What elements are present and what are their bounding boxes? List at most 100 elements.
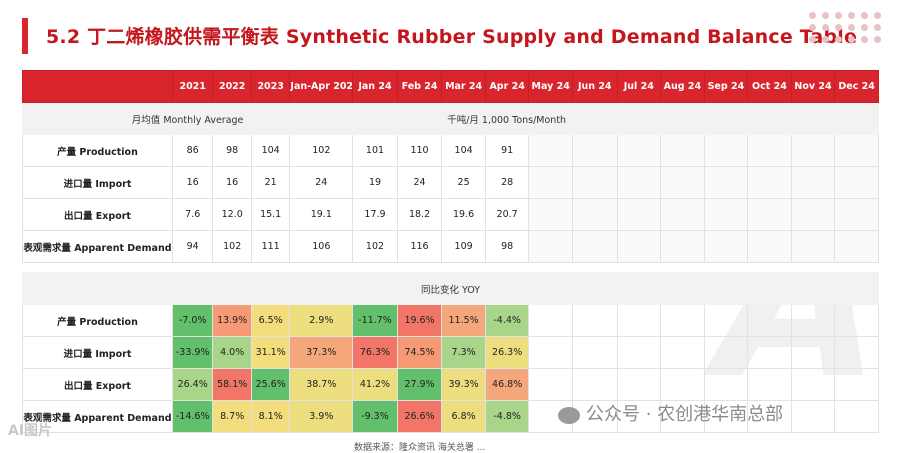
heatmap-cell: 4.0%	[212, 336, 252, 369]
section-header-yoy: 同比变化 YOY	[22, 272, 879, 305]
table-row: 出口量 Export 26.4% 58.1% 25.6% 38.7% 41.2%…	[22, 368, 879, 401]
row-label: 进口量 Import	[22, 166, 173, 199]
accent-bar	[22, 18, 28, 54]
col-header: Feb 24	[396, 70, 443, 103]
col-header: 2023	[250, 70, 291, 103]
col-header: Jul 24	[616, 70, 662, 103]
heatmap-cell: -11.7%	[352, 304, 398, 337]
header-row: 2021 2022 2023 Jan-Apr 2024 Jan 24 Feb 2…	[22, 70, 879, 103]
table-cell: 18.2	[396, 198, 443, 231]
wechat-label: 公众号 · 农创港华南总部	[586, 404, 784, 425]
table-cell: 24	[396, 166, 443, 199]
monthly-average-label: 月均值 Monthly Average	[21, 102, 354, 135]
row-label: 表观需求量 Apparent Demand	[22, 400, 173, 433]
table-cell: 104	[441, 134, 486, 167]
table-cell: 12.0	[212, 198, 252, 231]
col-header: 2022	[212, 70, 252, 103]
col-header: Mar 24	[441, 70, 486, 103]
table-cell: 28	[484, 166, 530, 199]
heatmap-cell: 13.9%	[212, 304, 252, 337]
row-label: 表观需求量 Apparent Demand	[22, 230, 173, 263]
heatmap-cell: -4.8%	[484, 400, 530, 433]
table-cell: 104	[250, 134, 291, 167]
table-cell: 110	[396, 134, 443, 167]
heatmap-cell: 27.9%	[396, 368, 443, 401]
table-cell: 94	[171, 230, 214, 263]
row-label: 进口量 Import	[22, 336, 173, 369]
col-header: May 24	[528, 70, 573, 103]
table-row: 进口量 Import 16 16 21 24 19 24 25 28	[22, 166, 879, 199]
table-cell: 106	[289, 230, 354, 263]
heatmap-cell: -9.3%	[352, 400, 398, 433]
table-cell: 17.9	[352, 198, 398, 231]
heatmap-cell: 31.1%	[250, 336, 291, 369]
col-header: 2021	[171, 70, 214, 103]
col-header: Sep 24	[703, 70, 749, 103]
heatmap-cell: 2.9%	[289, 304, 354, 337]
table-row: 进口量 Import -33.9% 4.0% 31.1% 37.3% 76.3%…	[22, 336, 879, 369]
heatmap-cell: 6.8%	[441, 400, 486, 433]
table-cell: 109	[441, 230, 486, 263]
table-cell: 91	[484, 134, 530, 167]
table-cell: 86	[171, 134, 214, 167]
source-note: 数据来源：隆众资讯 海关总署 ...	[354, 443, 486, 453]
wechat-watermark: 公众号 · 农创港华南总部	[558, 400, 783, 426]
yoy-label: 同比变化 YOY	[22, 272, 879, 305]
table-cell: 101	[352, 134, 398, 167]
heatmap-cell: 19.6%	[396, 304, 443, 337]
table-cell: 19	[352, 166, 398, 199]
heatmap-cell: 25.6%	[250, 368, 291, 401]
col-header: Jun 24	[571, 70, 618, 103]
table-cell: 24	[289, 166, 354, 199]
table-cell: 16	[171, 166, 214, 199]
row-label: 产量 Production	[22, 134, 173, 167]
table-cell: 25	[441, 166, 486, 199]
credit-watermark: AI图片	[8, 423, 53, 439]
col-header: Oct 24	[747, 70, 792, 103]
table-row: 产量 Production 86 98 104 102 101 110 104 …	[22, 134, 879, 167]
decorative-dots	[809, 12, 882, 43]
col-header: Apr 24	[484, 70, 530, 103]
col-header: Dec 24	[834, 70, 879, 103]
table-cell: 102	[352, 230, 398, 263]
table-row: 表观需求量 Apparent Demand -14.6% 8.7% 8.1% 3…	[22, 400, 879, 433]
col-header: Nov 24	[790, 70, 836, 103]
table-cell: 19.6	[441, 198, 486, 231]
table-row: 产量 Production -7.0% 13.9% 6.5% 2.9% -11.…	[22, 304, 879, 337]
row-label: 产量 Production	[22, 304, 173, 337]
header-corner	[22, 70, 173, 103]
table-cell: 19.1	[289, 198, 354, 231]
col-header: Jan 24	[352, 70, 398, 103]
table-cell: 16	[212, 166, 252, 199]
balance-table: 2021 2022 2023 Jan-Apr 2024 Jan 24 Feb 2…	[21, 70, 879, 433]
page-title: 5.2 丁二烯橡胶供需平衡表 Synthetic Rubber Supply a…	[46, 26, 858, 48]
table-cell: 98	[212, 134, 252, 167]
row-label: 出口量 Export	[22, 198, 173, 231]
heatmap-cell: 3.9%	[289, 400, 354, 433]
heatmap-cell: 39.3%	[441, 368, 486, 401]
heatmap-cell: 37.3%	[289, 336, 354, 369]
table-cell: 98	[484, 230, 530, 263]
table-cell: 111	[250, 230, 291, 263]
unit-label: 千吨/月 1,000 Tons/Month	[352, 102, 662, 135]
heatmap-cell: 74.5%	[396, 336, 443, 369]
heatmap-cell: -7.0%	[171, 304, 214, 337]
row-label: 出口量 Export	[22, 368, 173, 401]
heatmap-cell: 7.3%	[441, 336, 486, 369]
heatmap-cell: 38.7%	[289, 368, 354, 401]
col-header: Aug 24	[660, 70, 705, 103]
heatmap-cell: 6.5%	[250, 304, 291, 337]
heatmap-cell: 41.2%	[352, 368, 398, 401]
heatmap-cell: -14.6%	[171, 400, 214, 433]
table-row: 表观需求量 Apparent Demand 94 102 111 106 102…	[22, 230, 879, 263]
heatmap-cell: -33.9%	[171, 336, 214, 369]
heatmap-cell: 76.3%	[352, 336, 398, 369]
heatmap-cell: 26.4%	[171, 368, 214, 401]
heatmap-cell: 8.7%	[212, 400, 252, 433]
table-cell: 20.7	[484, 198, 530, 231]
table-cell: 15.1	[250, 198, 291, 231]
col-header: Jan-Apr 2024	[289, 70, 354, 103]
table-cell: 21	[250, 166, 291, 199]
heatmap-cell: 11.5%	[441, 304, 486, 337]
heatmap-cell: 26.3%	[484, 336, 530, 369]
